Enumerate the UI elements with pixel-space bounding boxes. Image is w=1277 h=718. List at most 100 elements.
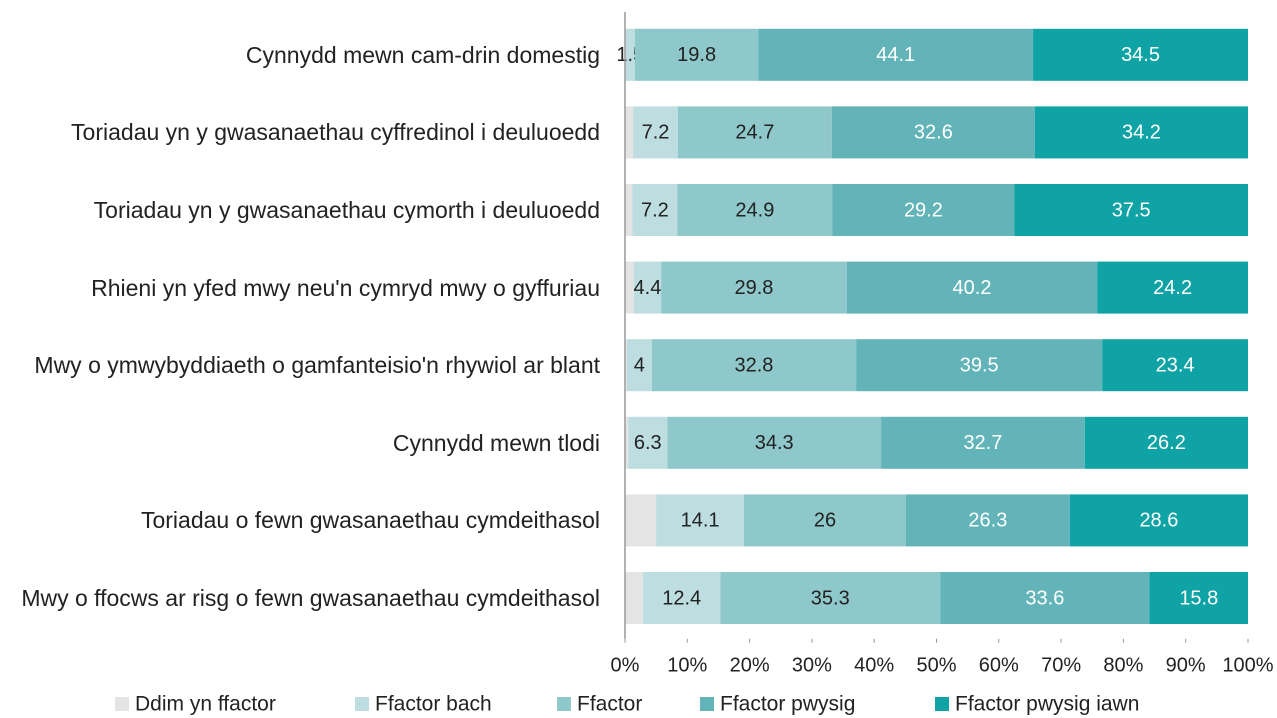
bar-segment (632, 184, 678, 236)
bar-segment (625, 339, 627, 392)
x-tick-label: 70% (1041, 654, 1081, 676)
bar-segment (1033, 28, 1248, 81)
category-label: Toriadau yn y gwasanaethau cyffredinol i… (71, 119, 600, 146)
data-label: 29.8 (734, 277, 773, 299)
legend-label: Ddim yn ffactor (135, 693, 276, 716)
bar-segment (846, 261, 1098, 314)
bar-segment (625, 572, 644, 624)
bar-segment (1014, 184, 1248, 236)
data-label: 14.1 (681, 510, 720, 532)
data-label: 37.5 (1112, 199, 1151, 221)
data-label: 26 (814, 510, 836, 532)
bar-segment (643, 572, 721, 624)
legend-label: Ffactor pwysig iawn (955, 693, 1139, 716)
bar-segment (633, 261, 662, 314)
legend-swatch (355, 697, 369, 711)
x-tick-label: 40% (854, 654, 894, 676)
bar-segment (1084, 416, 1248, 469)
category-label: Mwy o ymwybyddiaeth o gamfanteisio'n rhy… (34, 352, 600, 379)
data-label: 23.4 (1156, 354, 1195, 376)
data-label: 26.3 (968, 510, 1007, 532)
bar-segment (881, 416, 1085, 469)
bar-segment (856, 339, 1103, 392)
bar-segment (905, 494, 1070, 547)
bar-segment (677, 184, 833, 236)
data-label: 34.2 (1122, 122, 1161, 144)
bar-segment (1034, 106, 1248, 159)
category-label: Rhieni yn yfed mwy neu'n cymryd mwy o gy… (91, 274, 600, 301)
bar-segment (1149, 572, 1248, 624)
bar-segment (625, 184, 633, 236)
data-label: 32.6 (914, 122, 953, 144)
data-label: 35.3 (811, 587, 850, 609)
data-label: 33.6 (1025, 587, 1064, 609)
legend-swatch (115, 697, 129, 711)
legend-swatch (700, 697, 714, 711)
bar-segment (625, 106, 634, 159)
legend-label: Ffactor bach (375, 693, 492, 716)
data-label: 24.7 (735, 122, 774, 144)
data-label: 34.3 (755, 432, 794, 454)
category-label: Toriadau yn y gwasanaethau cymorth i deu… (93, 197, 600, 223)
bar-segment (625, 261, 634, 314)
data-label: 24.9 (735, 199, 774, 221)
x-tick-label: 60% (979, 654, 1019, 676)
x-tick-label: 20% (730, 654, 770, 676)
legend-label: Ffactor (577, 693, 642, 716)
x-tick-label: 0% (611, 654, 640, 676)
bar-segment (832, 184, 1015, 236)
bar-segment (667, 416, 882, 469)
legend-label: Ffactor pwysig (720, 693, 855, 716)
data-label: 24.2 (1153, 277, 1192, 299)
bar-segment (651, 339, 857, 392)
data-label: 32.8 (734, 354, 773, 376)
bar-segment (1102, 339, 1248, 392)
data-label: 40.2 (953, 277, 992, 299)
data-label: 44.1 (876, 44, 915, 66)
data-label: 15.8 (1179, 587, 1218, 609)
x-tick-label: 100% (1222, 654, 1273, 676)
data-label: 4.4 (634, 277, 662, 299)
bar-segment (831, 106, 1035, 159)
x-tick-label: 80% (1103, 654, 1143, 676)
data-label: 7.2 (641, 199, 669, 221)
data-label: 29.2 (904, 199, 943, 221)
bar-segment (677, 106, 832, 159)
data-label: 19.8 (677, 44, 716, 66)
x-tick-label: 30% (792, 654, 832, 676)
bar-segment (625, 416, 629, 469)
data-label: 28.6 (1139, 510, 1178, 532)
bar-segment (940, 572, 1150, 624)
data-label: 26.2 (1147, 432, 1186, 454)
bar-segment (633, 106, 678, 159)
bar-segment (626, 339, 652, 392)
x-tick-label: 50% (916, 654, 956, 676)
x-tick-label: 90% (1166, 654, 1206, 676)
x-tick-label: 10% (667, 654, 707, 676)
category-label: Cynnydd mewn cam-drin domestig (245, 41, 600, 68)
bar-segment (625, 494, 657, 547)
bar-segment (758, 28, 1034, 81)
bar-segment (628, 416, 668, 469)
bar-segment (1097, 261, 1248, 314)
bar-segment (1069, 494, 1248, 547)
legend-swatch (557, 697, 571, 711)
category-label: Mwy o ffocws ar risg o fewn gwasanaethau… (21, 585, 600, 611)
data-label: 4 (634, 354, 645, 376)
data-label: 39.5 (960, 354, 999, 376)
category-label: Toriadau o fewn gwasanaethau cymdeithaso… (140, 507, 600, 534)
bar-segment (743, 494, 906, 547)
data-label: 12.4 (662, 587, 701, 609)
bar-segment (661, 261, 847, 314)
bar-segment (656, 494, 744, 547)
bar-segment (720, 572, 941, 624)
data-label: 34.5 (1121, 44, 1160, 66)
data-label: 32.7 (963, 432, 1002, 454)
bar-segment (625, 28, 635, 81)
data-label: 7.2 (642, 122, 670, 144)
data-label: 6.3 (634, 432, 662, 454)
legend-swatch (935, 697, 949, 711)
bar-segment (634, 28, 759, 81)
